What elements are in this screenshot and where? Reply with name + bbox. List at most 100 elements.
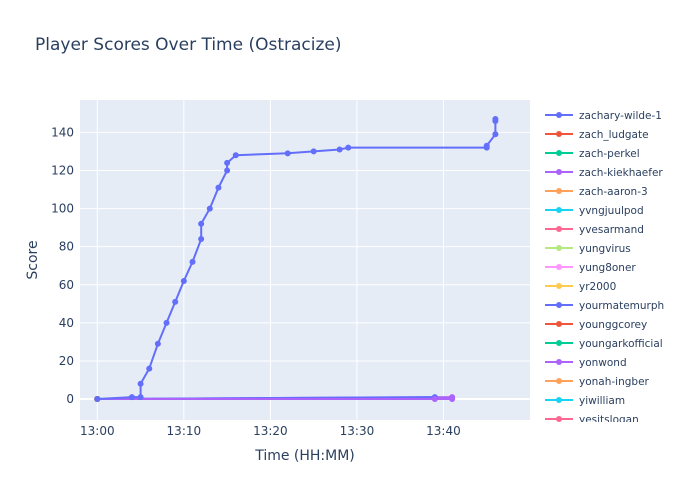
data-point (345, 144, 352, 151)
legend-label: zachary-wilde-1 (579, 110, 662, 122)
legend-swatch-marker (556, 226, 562, 232)
legend-item[interactable]: youngarkofficial (545, 338, 663, 350)
x-tick-label: 13:20 (253, 424, 288, 438)
y-axis-ticks: 0 20 40 60 80 100 120 140 (51, 125, 74, 406)
x-tick-label: 13:00 (80, 424, 115, 438)
data-point (180, 277, 187, 284)
x-tick-label: 13:30 (340, 424, 375, 438)
legend-item[interactable]: yungvirus (545, 243, 631, 255)
y-tick-label: 20 (59, 354, 74, 368)
data-point (206, 205, 213, 212)
data-point (154, 340, 161, 347)
legend-item[interactable]: younggcorey (545, 319, 647, 331)
y-tick-label: 60 (59, 278, 74, 292)
legend-swatch-marker (556, 321, 562, 327)
y-tick-label: 140 (51, 125, 74, 139)
data-point (198, 236, 205, 243)
legend-swatch-marker (556, 112, 562, 118)
legend-swatch-marker (556, 340, 562, 346)
legend[interactable]: zachary-wilde-1 zach_ludgate zach-perkel za… (545, 110, 664, 426)
data-point (215, 184, 222, 191)
legend-item[interactable]: zach-aaron-3 (545, 186, 648, 198)
data-point (137, 394, 144, 401)
x-tick-label: 13:40 (426, 424, 461, 438)
legend-item[interactable]: zachary-wilde-1 (545, 110, 662, 122)
legend-label: yesitslogan (579, 414, 639, 426)
legend-label: zach_ludgate (579, 129, 649, 141)
chart-title: Player Scores Over Time (Ostracize) (35, 35, 342, 55)
data-point (224, 159, 231, 166)
legend-label: yung8oner (579, 262, 636, 274)
legend-item[interactable]: yvngjuulpod (545, 205, 644, 217)
data-point (232, 152, 239, 159)
legend-item[interactable]: yourmatemurph (545, 300, 664, 312)
legend-swatch-marker (556, 302, 562, 308)
legend-swatch-marker (556, 397, 562, 403)
legend-item[interactable]: zach_ludgate (545, 129, 649, 141)
series-layer (94, 116, 499, 403)
x-tick-label: 13:10 (167, 424, 202, 438)
data-point (492, 116, 499, 123)
legend-label: yvngjuulpod (579, 205, 644, 217)
data-point (137, 380, 144, 387)
y-tick-label: 100 (51, 202, 74, 216)
data-point (492, 131, 499, 138)
data-point (310, 148, 317, 155)
legend-swatch-marker (556, 169, 562, 175)
legend-item[interactable]: yesitslogan (545, 414, 639, 426)
data-point (284, 150, 291, 157)
legend-swatch-marker (556, 245, 562, 251)
legend-item[interactable]: yiwilliam (545, 395, 625, 407)
y-tick-label: 80 (59, 240, 74, 254)
legend-label: yungvirus (579, 243, 631, 255)
legend-label: youngarkofficial (579, 338, 663, 350)
legend-item[interactable]: yvesarmand (545, 224, 644, 236)
x-axis-title: Time (HH:MM) (254, 448, 355, 464)
data-point (449, 396, 456, 403)
y-axis-title: Score (25, 240, 41, 279)
legend-swatch-marker (556, 131, 562, 137)
data-point (431, 396, 438, 403)
x-axis-ticks: 13:00 13:10 13:20 13:30 13:40 (80, 424, 461, 438)
data-point (189, 258, 196, 265)
data-point (128, 394, 135, 401)
legend-label: zach-kiekhaefer (579, 167, 663, 179)
legend-item[interactable]: yonah-ingber (545, 376, 650, 388)
legend-swatch-marker (556, 264, 562, 270)
data-point (483, 142, 490, 149)
legend-label: younggcorey (579, 319, 647, 331)
plot-background (80, 100, 530, 420)
data-point (198, 220, 205, 227)
legend-swatch-marker (556, 378, 562, 384)
data-point (336, 146, 343, 153)
y-tick-label: 120 (51, 163, 74, 177)
legend-swatch-marker (556, 207, 562, 213)
legend-item[interactable]: yr2000 (545, 281, 616, 293)
data-point (94, 396, 101, 403)
legend-item[interactable]: yonwond (545, 357, 627, 369)
grid-lines (80, 100, 530, 420)
y-tick-label: 0 (66, 392, 74, 406)
data-point (224, 167, 231, 174)
legend-label: yiwilliam (579, 395, 625, 407)
legend-item[interactable]: zach-perkel (545, 148, 640, 160)
legend-label: yr2000 (579, 281, 616, 293)
legend-swatch-marker (556, 359, 562, 365)
series-line (97, 119, 497, 400)
legend-swatch-marker (556, 416, 562, 422)
legend-swatch-marker (556, 150, 562, 156)
data-point (163, 319, 170, 326)
legend-item[interactable]: zach-kiekhaefer (545, 167, 663, 179)
y-tick-label: 40 (59, 316, 74, 330)
data-point (146, 365, 153, 372)
legend-label: yonwond (579, 357, 627, 369)
legend-item[interactable]: yung8oner (545, 262, 636, 274)
series-zachary-wilde-1 (94, 116, 499, 403)
legend-swatch-marker (556, 188, 562, 194)
legend-label: yvesarmand (579, 224, 644, 236)
legend-swatch-marker (556, 283, 562, 289)
legend-label: zach-perkel (579, 148, 640, 160)
legend-label: yonah-ingber (579, 376, 650, 388)
data-point (172, 298, 179, 305)
